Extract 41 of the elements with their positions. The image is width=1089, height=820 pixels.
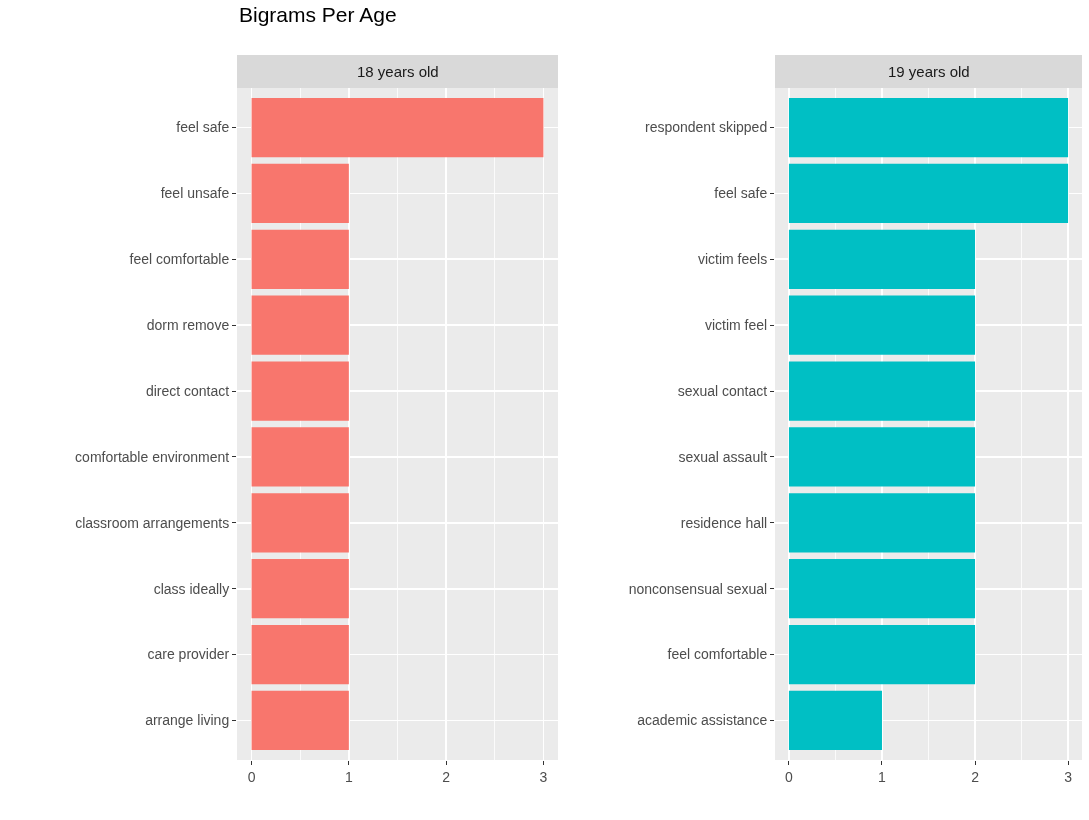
chart-title: Bigrams Per Age <box>239 3 397 26</box>
bar <box>788 559 976 619</box>
bar <box>788 624 976 685</box>
x-tick-label: 3 <box>1064 768 1073 785</box>
y-tick-label: dorm remove <box>146 317 230 334</box>
bar <box>788 690 882 751</box>
y-tick-label: academic assistance <box>637 712 768 729</box>
x-tick-label: 2 <box>971 768 980 785</box>
y-tick-label: class ideally <box>153 580 230 597</box>
x-tick-label: 2 <box>442 768 451 785</box>
chart-subtitle: 19 years old <box>888 63 970 80</box>
y-tick-label: victim feel <box>704 317 768 334</box>
x-tick-label: 1 <box>344 768 353 785</box>
y-tick-label: feel comfortable <box>129 251 230 268</box>
chart-subtitle: 18 years old <box>357 63 439 80</box>
bar <box>788 97 1069 158</box>
y-tick-label: sexual contact <box>677 382 768 399</box>
y-tick-label: nonconsensual sexual <box>628 580 768 597</box>
x-tick-label: 0 <box>247 768 256 785</box>
y-tick-label: respondent skipped <box>645 119 768 136</box>
y-tick-label: comfortable environment <box>75 448 230 465</box>
x-tick-label: 3 <box>539 768 548 785</box>
y-tick-label: arrange living <box>145 712 230 729</box>
y-tick-label: feel safe <box>176 119 230 136</box>
y-tick-label: sexual assault <box>678 448 768 465</box>
y-tick-label: feel safe <box>714 185 768 202</box>
bar <box>788 361 976 421</box>
x-tick-label: 0 <box>785 768 794 785</box>
bar <box>788 427 976 487</box>
y-tick-label: feel comfortable <box>667 646 768 663</box>
y-tick-label: feel unsafe <box>160 185 230 202</box>
y-tick-label: care provider <box>147 646 230 663</box>
y-tick-label: residence hall <box>680 514 768 531</box>
y-tick-label: victim feels <box>697 251 768 268</box>
x-tick-label: 1 <box>878 768 887 785</box>
bar <box>788 229 976 289</box>
bar <box>788 295 976 355</box>
y-tick-label: classroom arrangements <box>75 514 230 531</box>
bar <box>788 163 1069 224</box>
bar <box>788 493 976 553</box>
y-tick-label: direct contact <box>145 382 230 399</box>
